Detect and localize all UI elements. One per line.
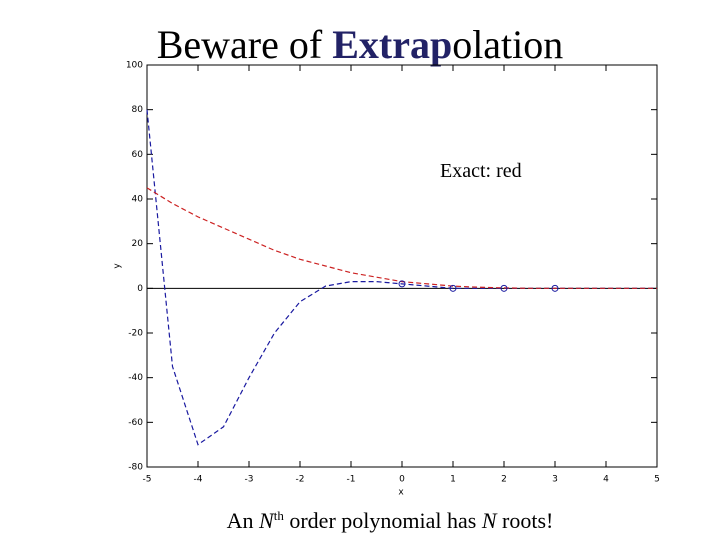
series-line bbox=[146, 109, 657, 446]
x-tick-label: 1 bbox=[450, 475, 456, 485]
annotation: Exact: red bbox=[440, 160, 522, 182]
x-axis-label: x bbox=[398, 488, 404, 498]
caption-part: N bbox=[481, 508, 498, 533]
caption: An Nth order polynomial has N roots! bbox=[227, 508, 554, 533]
caption-part: th bbox=[274, 508, 285, 523]
y-tick-label: -60 bbox=[128, 418, 143, 428]
y-tick-label: 20 bbox=[132, 239, 144, 249]
x-tick-label: -5 bbox=[143, 475, 152, 485]
title-part: Beware of bbox=[157, 22, 332, 67]
y-tick-label: 40 bbox=[132, 195, 144, 205]
data-point bbox=[551, 284, 559, 292]
caption-part: An bbox=[227, 508, 259, 533]
x-tick-label: 5 bbox=[654, 475, 660, 485]
series-line bbox=[146, 187, 657, 289]
y-tick-label: 100 bbox=[126, 61, 143, 71]
x-tick-label: 0 bbox=[399, 475, 405, 485]
y-tick-label: -20 bbox=[128, 329, 143, 339]
y-tick-label: -40 bbox=[128, 373, 143, 383]
x-tick-label: -3 bbox=[245, 475, 254, 485]
x-tick-label: 2 bbox=[501, 475, 507, 485]
data-point bbox=[500, 284, 508, 292]
y-axis-label: y bbox=[113, 263, 123, 269]
data-point bbox=[398, 280, 406, 288]
slide-title: Beware of Extrapolation bbox=[157, 22, 564, 67]
x-tick-label: 4 bbox=[603, 475, 609, 485]
caption-part: order polynomial has bbox=[284, 508, 482, 533]
title-part: olation bbox=[452, 22, 563, 67]
x-tick-label: -1 bbox=[347, 475, 356, 485]
x-tick-label: -4 bbox=[194, 475, 203, 485]
y-tick-label: 80 bbox=[132, 105, 144, 115]
caption-part: roots! bbox=[497, 508, 554, 533]
y-tick-label: 0 bbox=[137, 284, 143, 294]
caption-part: N bbox=[258, 508, 275, 533]
title-emphasis: Extrap bbox=[332, 22, 452, 67]
x-tick-label: 3 bbox=[552, 475, 558, 485]
y-tick-label: -80 bbox=[128, 463, 143, 473]
y-tick-label: 60 bbox=[132, 150, 144, 160]
data-point bbox=[449, 284, 457, 292]
plot-frame bbox=[146, 64, 658, 468]
x-tick-label: -2 bbox=[296, 475, 305, 485]
